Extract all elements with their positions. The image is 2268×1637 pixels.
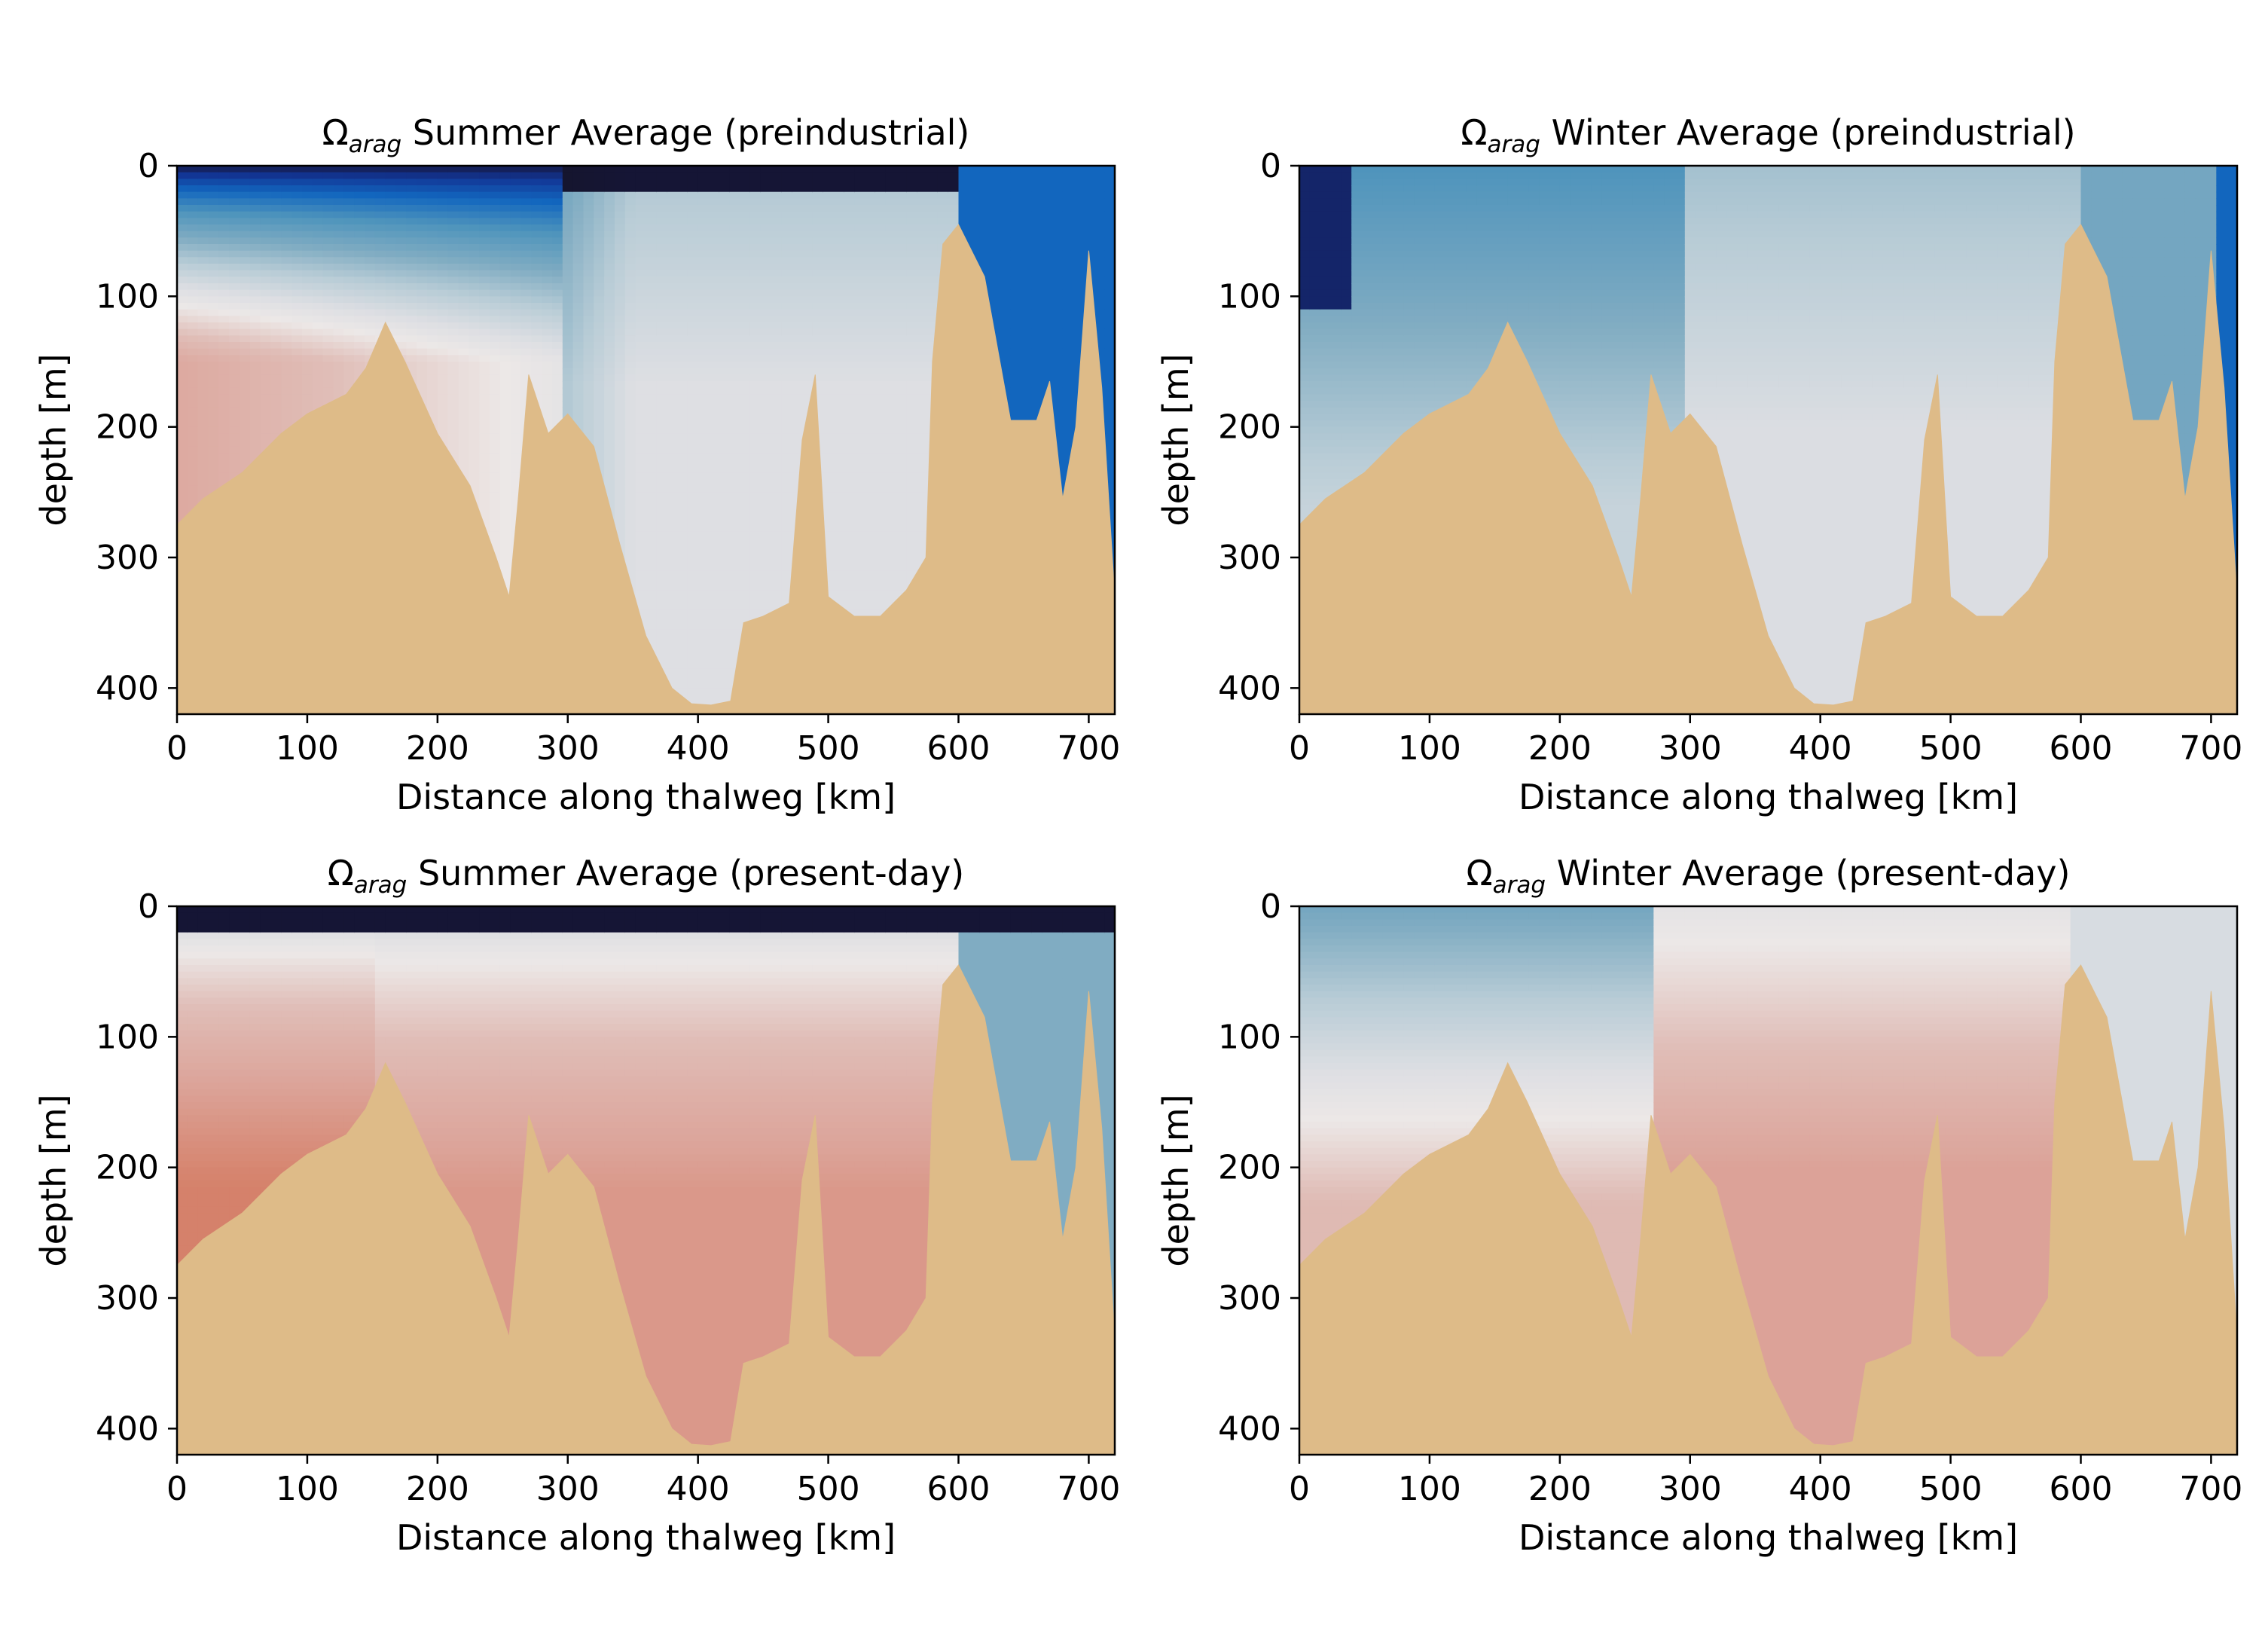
x-tick-label: 500 [797,729,860,768]
y-tick-label: 400 [1218,669,1281,707]
chart-title: Ωarag Winter Average (preindustrial) [1461,112,2075,158]
y-tick-label: 200 [1218,1149,1281,1187]
axes-frame [176,164,1116,716]
seafloor-bathymetry [1299,224,2237,714]
y-tick-label: 300 [1218,539,1281,577]
x-tick-label: 500 [797,1470,860,1508]
x-tick-label: 700 [1057,1470,1120,1508]
y-tick-label: 400 [96,1409,159,1448]
x-tick-label: 0 [1289,729,1310,768]
x-tick-label: 100 [1398,1470,1461,1508]
x-tick-label: 200 [406,1470,469,1508]
y-tick-label: 0 [1260,147,1281,185]
panel-4: 0 100 200 300 400 500 600 700 0 100 200 300 400 Dista… [1155,853,2242,1558]
y-tick-label: 200 [96,1149,159,1187]
x-tick-label: 0 [166,1470,188,1508]
x-tick-label: 400 [667,1470,730,1508]
title-subscript: arag [1493,872,1546,899]
title-text: Winter Average (present-day) [1546,853,2070,893]
y-tick-label: 300 [96,1279,159,1318]
y-tick-label: 300 [1218,1279,1281,1318]
x-axis-label: Distance along thalweg [km] [1519,1517,2018,1558]
title-subscript: arag [354,872,407,899]
x-tick-label: 100 [276,1470,339,1508]
x-tick-label: 300 [1659,729,1722,768]
x-tick-label: 0 [1289,1470,1310,1508]
y-axis-label: depth [m] [1155,353,1196,526]
title-symbol: Ω [1467,853,1493,893]
x-tick-label: 400 [1789,729,1852,768]
x-tick-label: 200 [1528,1470,1592,1508]
x-tick-label: 700 [2179,1470,2242,1508]
title-text: Winter Average (preindustrial) [1540,112,2076,153]
x-tick-label: 100 [276,729,339,768]
y-tick-label: 200 [96,408,159,447]
x-axis-label: Distance along thalweg [km] [396,1517,896,1558]
x-axis-label: Distance along thalweg [km] [1519,777,2018,817]
x-tick-label: 700 [1057,729,1120,768]
title-subscript: arag [1488,131,1540,158]
chart-title: Ωarag Summer Average (present-day) [328,853,965,899]
x-tick-label: 200 [1528,729,1592,768]
y-tick-label: 0 [138,887,159,926]
y-tick-label: 0 [1260,887,1281,926]
x-tick-label: 600 [927,1470,991,1508]
x-axis-label: Distance along thalweg [km] [396,777,896,817]
title-text: Summer Average (present-day) [407,853,964,893]
seafloor-bathymetry [1299,964,2237,1455]
seafloor-bathymetry [177,964,1115,1455]
x-tick-label: 400 [1789,1470,1852,1508]
y-tick-label: 100 [1218,277,1281,316]
title-text: Summer Average (preindustrial) [401,112,969,153]
panel-1: 0 100 200 300 400 500 600 700 0 100 200 300 400 Dista… [33,112,1120,817]
title-symbol: Ω [322,112,349,153]
y-tick-label: 400 [1218,1409,1281,1448]
x-tick-label: 600 [2050,1470,2113,1508]
x-tick-label: 300 [536,729,600,768]
y-tick-label: 300 [96,539,159,577]
y-axis-label: depth [m] [33,1094,74,1266]
y-tick-label: 0 [138,147,159,185]
axes-frame [176,905,1116,1456]
x-tick-label: 600 [927,729,991,768]
x-tick-label: 500 [1919,1470,1983,1508]
y-tick-label: 100 [1218,1018,1281,1056]
x-tick-label: 100 [1398,729,1461,768]
seafloor-bathymetry [177,224,1115,714]
chart-title: Ωarag Summer Average (preindustrial) [322,112,970,158]
x-tick-label: 600 [2050,729,2113,768]
axes-frame [1298,905,2239,1456]
panel-2: 0 100 200 300 400 500 600 700 0 100 200 300 400 Dista… [1155,112,2242,817]
y-axis-label: depth [m] [1155,1094,1196,1266]
title-symbol: Ω [1461,112,1487,153]
chart-title: Ωarag Winter Average (present-day) [1467,853,2071,899]
x-tick-label: 700 [2179,729,2242,768]
y-axis-label: depth [m] [33,353,74,526]
axes-frame [1298,164,2239,716]
x-tick-label: 200 [406,729,469,768]
title-symbol: Ω [328,853,354,893]
x-tick-label: 300 [536,1470,600,1508]
y-tick-label: 100 [96,277,159,316]
title-subscript: arag [349,131,401,158]
panel-3: 0 100 200 300 400 500 600 700 0 100 200 300 400 Dista… [33,853,1120,1558]
y-tick-label: 400 [96,669,159,707]
y-tick-label: 100 [96,1018,159,1056]
x-tick-label: 400 [667,729,730,768]
x-tick-label: 300 [1659,1470,1722,1508]
x-tick-label: 0 [166,729,188,768]
x-tick-label: 500 [1919,729,1983,768]
y-tick-label: 200 [1218,408,1281,447]
